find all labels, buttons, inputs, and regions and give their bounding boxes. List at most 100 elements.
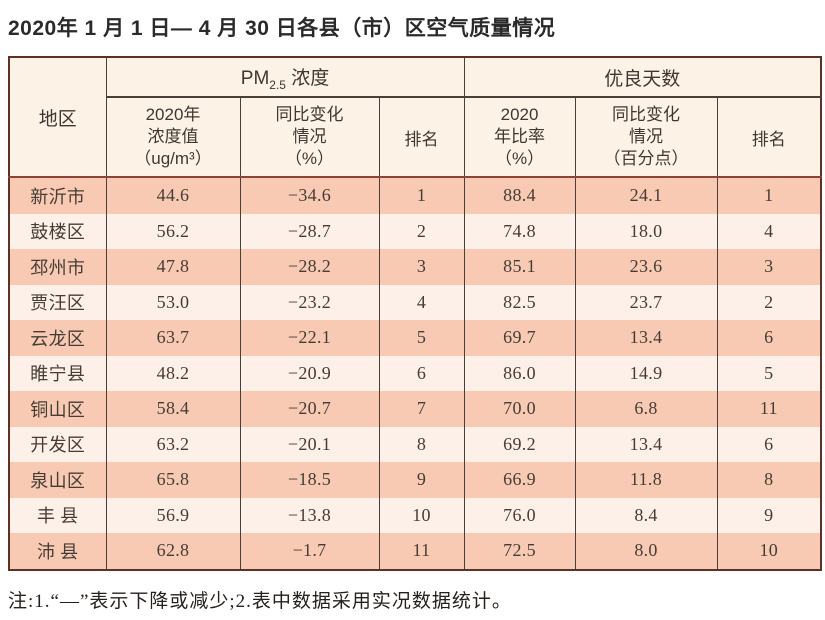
gd-rank-cell: 1	[716, 177, 822, 214]
gd-ratio-cell: 76.0	[463, 497, 576, 533]
pm-value-cell: 48.2	[105, 355, 241, 391]
table-row: 泉山区 65.8 −18.5 9 66.9 11.8 8	[8, 462, 822, 498]
footnote: 注:1.“—”表示下降或减少;2.表中数据采用实况数据统计。	[8, 590, 512, 612]
region-cell: 邳州市	[8, 249, 107, 285]
pm-change-cell: −28.7	[239, 213, 380, 249]
pm-rank-cell: 3	[378, 249, 465, 285]
pm-value-cell: 56.9	[105, 497, 241, 533]
gd-change-cell: 13.4	[574, 320, 718, 356]
gd-ratio-cell: 69.7	[463, 320, 576, 356]
pm-rank-cell: 11	[378, 533, 465, 570]
pm-value-cell: 63.7	[105, 320, 241, 356]
gd-ratio-cell: 69.2	[463, 426, 576, 462]
region-cell: 丰 县	[8, 497, 107, 533]
region-cell: 新沂市	[8, 177, 107, 214]
table-header: 地区 PM2.5 浓度 优良天数 2020年 浓度值 （ug/m³） 同比变化 …	[8, 56, 822, 178]
pm-rank-cell: 7	[378, 391, 465, 427]
header-gd-ratio: 2020 年比率 （%）	[463, 96, 576, 178]
table-row: 沛 县 62.8 −1.7 11 72.5 8.0 10	[8, 533, 822, 570]
region-cell: 鼓楼区	[8, 213, 107, 249]
gd-rank-cell: 5	[716, 355, 822, 391]
pm-rank-cell: 4	[378, 284, 465, 320]
gd-ratio-cell: 72.5	[463, 533, 576, 570]
gd-rank-cell: 8	[716, 462, 822, 498]
gd-rank-cell: 3	[716, 249, 822, 285]
pm-rank-cell: 9	[378, 462, 465, 498]
region-cell: 贾汪区	[8, 284, 107, 320]
pm-value-cell: 53.0	[105, 284, 241, 320]
pm-change-cell: −20.7	[239, 391, 380, 427]
gd-rank-cell: 4	[716, 213, 822, 249]
gd-ratio-cell: 82.5	[463, 284, 576, 320]
gd-rank-cell: 9	[716, 497, 822, 533]
pm-value-cell: 65.8	[105, 462, 241, 498]
header-pm-change: 同比变化 情况 （%）	[239, 96, 380, 178]
header-gooddays-group: 优良天数	[463, 56, 822, 98]
pm-value-cell: 47.8	[105, 249, 241, 285]
header-gd-change: 同比变化 情况 （百分点）	[574, 96, 718, 178]
pm-value-cell: 62.8	[105, 533, 241, 570]
region-cell: 云龙区	[8, 320, 107, 356]
gd-change-cell: 23.7	[574, 284, 718, 320]
pm-value-cell: 63.2	[105, 426, 241, 462]
pm-group-subscript: 2.5	[269, 77, 286, 92]
gd-change-cell: 6.8	[574, 391, 718, 427]
region-cell: 泉山区	[8, 462, 107, 498]
pm-group-suffix: 浓度	[285, 67, 330, 89]
header-sub-row: 2020年 浓度值 （ug/m³） 同比变化 情况 （%） 排名 2020 年比…	[9, 96, 822, 178]
pm-rank-cell: 6	[378, 355, 465, 391]
pm-value-cell: 56.2	[105, 213, 241, 249]
region-cell: 开发区	[8, 426, 107, 462]
page-title: 2020年 1 月 1 日— 4 月 30 日各县（市）区空气质量情况	[8, 17, 556, 40]
table-row: 新沂市 44.6 −34.6 1 88.4 24.1 1	[8, 177, 822, 214]
gd-ratio-cell: 88.4	[463, 177, 576, 214]
pm-group-prefix: PM	[240, 67, 270, 89]
region-cell: 睢宁县	[8, 355, 107, 391]
pm-rank-cell: 10	[378, 497, 465, 533]
gd-rank-cell: 11	[716, 391, 822, 427]
gd-ratio-cell: 86.0	[463, 355, 576, 391]
region-cell: 铜山区	[8, 391, 107, 427]
header-pm-group: PM2.5 浓度	[105, 56, 465, 98]
table-body: 新沂市 44.6 −34.6 1 88.4 24.1 1 鼓楼区 56.2 −28.7 2 74.8 1…	[8, 177, 822, 570]
header-group-row: 地区 PM2.5 浓度 优良天数	[8, 56, 822, 178]
gd-ratio-cell: 66.9	[463, 462, 576, 498]
table-row: 睢宁县 48.2 −20.9 6 86.0 14.9 5	[8, 355, 822, 391]
pm-change-cell: −34.6	[239, 177, 380, 214]
table-row: 邳州市 47.8 −28.2 3 85.1 23.6 3	[8, 249, 822, 285]
pm-value-cell: 58.4	[105, 391, 241, 427]
table-row: 丰 县 56.9 −13.8 10 76.0 8.4 9	[8, 497, 822, 533]
header-pm-value: 2020年 浓度值 （ug/m³）	[105, 96, 241, 178]
header-pm-rank: 排名	[378, 96, 465, 178]
gd-rank-cell: 6	[716, 426, 822, 462]
gd-change-cell: 14.9	[574, 355, 718, 391]
pm-change-cell: −20.9	[239, 355, 380, 391]
gd-change-cell: 24.1	[574, 177, 718, 214]
gd-change-cell: 8.4	[574, 497, 718, 533]
table-row: 开发区 63.2 −20.1 8 69.2 13.4 6	[8, 426, 822, 462]
table-row: 云龙区 63.7 −22.1 5 69.7 13.4 6	[8, 320, 822, 356]
region-cell: 沛 县	[8, 533, 107, 570]
gd-change-cell: 13.4	[574, 426, 718, 462]
gd-change-cell: 18.0	[574, 213, 718, 249]
gd-change-cell: 8.0	[574, 533, 718, 570]
gd-rank-cell: 6	[716, 320, 822, 356]
pm-change-cell: −23.2	[239, 284, 380, 320]
gd-ratio-cell: 74.8	[463, 213, 576, 249]
gd-rank-cell: 2	[716, 284, 822, 320]
pm-rank-cell: 5	[378, 320, 465, 356]
gd-rank-cell: 10	[716, 533, 822, 570]
header-gd-rank: 排名	[716, 96, 822, 178]
header-region: 地区	[8, 56, 107, 178]
pm-change-cell: −20.1	[239, 426, 380, 462]
gd-change-cell: 11.8	[574, 462, 718, 498]
table-row: 鼓楼区 56.2 −28.7 2 74.8 18.0 4	[8, 213, 822, 249]
pm-change-cell: −1.7	[239, 533, 380, 570]
pm-rank-cell: 8	[378, 426, 465, 462]
pm-change-cell: −28.2	[239, 249, 380, 285]
pm-rank-cell: 1	[378, 177, 465, 214]
gd-change-cell: 23.6	[574, 249, 718, 285]
table-row: 铜山区 58.4 −20.7 7 70.0 6.8 11	[8, 391, 822, 427]
pm-value-cell: 44.6	[105, 177, 241, 214]
